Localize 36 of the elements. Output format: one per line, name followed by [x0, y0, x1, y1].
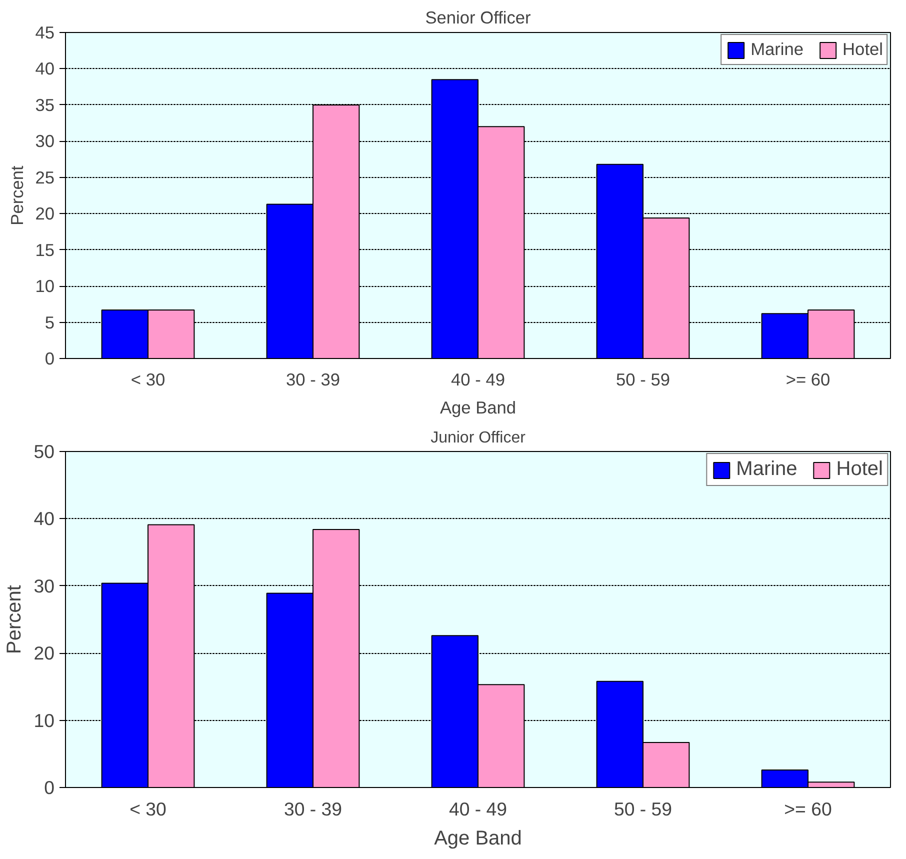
x-tick-label: < 30 [130, 798, 166, 820]
x-tick-label: < 30 [130, 370, 166, 390]
x-tick-label: >= 60 [786, 370, 830, 390]
x-axis-title: Age Band [434, 828, 522, 850]
legend-label: Marine [736, 458, 798, 481]
legend-label: Hotel [842, 39, 883, 60]
x-tick-label: 50 - 59 [616, 370, 670, 390]
y-tick-label: 20 [34, 642, 55, 664]
legend-label: Hotel [836, 458, 883, 481]
y-tick-label: 0 [44, 777, 55, 798]
y-tick-label: 50 [34, 441, 55, 462]
y-tick-label: 45 [35, 22, 55, 42]
legend-label: Marine [750, 39, 804, 60]
x-tick-label: 30 - 39 [286, 370, 340, 390]
y-tick-label: 40 [35, 58, 55, 79]
y-tick-label: 5 [44, 312, 55, 332]
chart-title: Junior Officer [430, 430, 526, 446]
y-tick-label: 20 [35, 204, 55, 224]
y-tick-label: 10 [34, 710, 55, 731]
y-tick-label: 30 [34, 575, 55, 596]
x-tick-label: >= 60 [784, 798, 832, 820]
x-axis-title: Age Band [440, 398, 516, 418]
y-tick-label: 35 [35, 94, 55, 115]
y-tick-label: 0 [44, 348, 55, 368]
y-axis-title: Percent [4, 584, 26, 654]
y-tick-label: 40 [34, 508, 55, 530]
y-axis-title: Percent [7, 165, 28, 226]
y-tick-label: 30 [35, 131, 55, 152]
x-tick-label: 50 - 59 [614, 798, 672, 820]
y-tick-label: 25 [35, 167, 55, 188]
y-tick-label: 15 [35, 240, 55, 260]
chart-title: Senior Officer [425, 8, 532, 28]
x-tick-label: 40 - 49 [448, 798, 508, 820]
x-tick-label: 40 - 49 [451, 370, 505, 390]
x-tick-label: 30 - 39 [284, 798, 342, 820]
y-tick-label: 10 [35, 276, 55, 296]
